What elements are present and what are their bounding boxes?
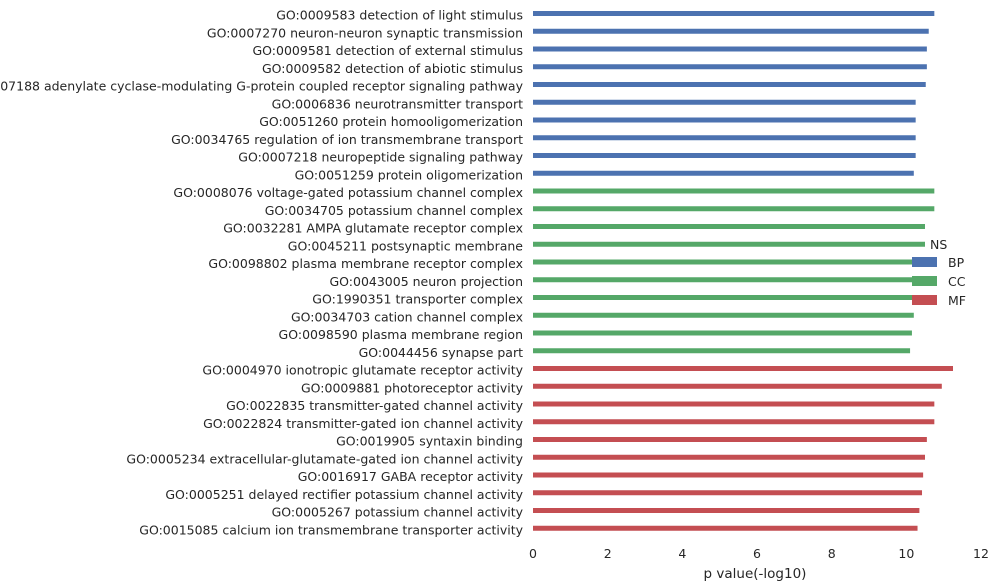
bar-cc bbox=[533, 259, 924, 265]
bar-cc bbox=[533, 241, 925, 247]
bar-cc bbox=[533, 295, 918, 300]
category-label: GO:0005234 extracellular-glutamate-gated… bbox=[126, 451, 523, 466]
category-label: GO:0008076 voltage-gated potassium chann… bbox=[173, 185, 523, 200]
bar-cc bbox=[533, 277, 918, 283]
legend-label: MF bbox=[948, 293, 966, 308]
legend-title: NS bbox=[930, 237, 947, 252]
category-label: GO:0009881 photoreceptor activity bbox=[301, 380, 524, 395]
x-tick-label: 4 bbox=[678, 546, 686, 561]
category-label: GO:0032281 AMPA glutamate receptor compl… bbox=[223, 221, 523, 236]
category-label: GO:0009581 detection of external stimulu… bbox=[253, 43, 524, 58]
bar-cc bbox=[533, 312, 914, 318]
category-label: GO:0005267 potassium channel activity bbox=[272, 505, 524, 520]
bar-cc bbox=[533, 330, 912, 336]
bar-mf bbox=[533, 508, 920, 513]
category-label: GO:0019905 syntaxin binding bbox=[336, 434, 523, 449]
category-label: GO:0009583 detection of light stimulus bbox=[276, 8, 523, 23]
category-label: GO:0051260 protein homooligomerization bbox=[259, 114, 523, 129]
category-label: GO:0015085 calcium ion transmembrane tra… bbox=[139, 522, 523, 537]
category-label: GO:0007188 adenylate cyclase-modulating … bbox=[0, 79, 524, 94]
bar-bp bbox=[533, 82, 926, 87]
bar-mf bbox=[533, 366, 953, 371]
x-axis-title: p value(-log10) bbox=[704, 566, 807, 582]
bar-mf bbox=[533, 525, 918, 531]
category-label: GO:1990351 transporter complex bbox=[312, 292, 523, 307]
bar-mf bbox=[533, 419, 935, 425]
category-labels: GO:0009583 detection of light stimulus GO… bbox=[0, 8, 524, 538]
category-label: GO:0098590 plasma membrane region bbox=[279, 327, 523, 342]
category-label: GO:0007218 neuropeptide signaling pathwa… bbox=[238, 150, 523, 165]
bar-mf bbox=[533, 401, 935, 407]
category-label: GO:0098802 plasma membrane receptor comp… bbox=[208, 256, 523, 271]
bar-mf bbox=[533, 437, 927, 442]
bar-mf bbox=[533, 383, 942, 389]
bar-bp bbox=[533, 28, 929, 34]
legend-label: CC bbox=[948, 274, 966, 289]
bar-bp bbox=[533, 64, 927, 70]
category-label: GO:0051259 protein oligomerization bbox=[295, 167, 523, 182]
bar-cc bbox=[533, 188, 935, 194]
category-label: GO:0043005 neuron projection bbox=[329, 274, 523, 289]
bars bbox=[533, 11, 953, 531]
category-label: GO:0022824 transmitter-gated ion channel… bbox=[203, 416, 524, 431]
bar-cc bbox=[533, 348, 911, 354]
category-label: GO:0034705 potassium channel complex bbox=[265, 203, 523, 218]
category-label: GO:0004970 ionotropic glutamate receptor… bbox=[202, 363, 523, 378]
bar-cc bbox=[533, 224, 925, 229]
category-label: GO:0045211 postsynaptic membrane bbox=[288, 238, 524, 253]
category-label: GO:0005251 delayed rectifier potassium c… bbox=[165, 487, 523, 502]
bar-mf bbox=[533, 472, 924, 478]
bar-bp bbox=[533, 170, 914, 176]
x-axis: 0 2 4 6 8 10 12 bbox=[529, 546, 989, 561]
x-tick-label: 6 bbox=[753, 546, 761, 561]
x-tick-label: 2 bbox=[604, 546, 612, 561]
category-label: GO:0022835 transmitter-gated channel act… bbox=[226, 398, 523, 413]
legend-swatch-cc bbox=[912, 276, 937, 286]
x-tick-label: 10 bbox=[898, 546, 914, 561]
category-label: GO:0034765 regulation of ion transmembra… bbox=[171, 132, 523, 147]
category-label: GO:0016917 GABA receptor activity bbox=[298, 469, 524, 484]
bar-bp bbox=[533, 46, 927, 52]
legend-swatch-mf bbox=[912, 295, 937, 305]
bar-bp bbox=[533, 11, 935, 16]
category-label: GO:0009582 detection of abiotic stimulus bbox=[262, 61, 523, 76]
bar-bp bbox=[533, 135, 916, 141]
x-tick-label: 0 bbox=[529, 546, 537, 561]
category-label: GO:0044456 synapse part bbox=[359, 345, 523, 360]
category-label: GO:0034703 cation channel complex bbox=[291, 309, 523, 324]
bar-bp bbox=[533, 153, 916, 158]
legend-label: BP bbox=[948, 255, 965, 270]
category-label: GO:0006836 neurotransmitter transport bbox=[272, 96, 523, 111]
category-label: GO:0007270 neuron-neuron synaptic transm… bbox=[207, 25, 523, 40]
x-tick-label: 12 bbox=[973, 546, 989, 561]
legend-swatch-bp bbox=[912, 257, 937, 267]
bar-mf bbox=[533, 454, 925, 460]
bar-cc bbox=[533, 206, 935, 212]
bar-bp bbox=[533, 99, 916, 105]
x-tick-label: 8 bbox=[828, 546, 836, 561]
bar-bp bbox=[533, 117, 916, 123]
bar-mf bbox=[533, 490, 923, 496]
